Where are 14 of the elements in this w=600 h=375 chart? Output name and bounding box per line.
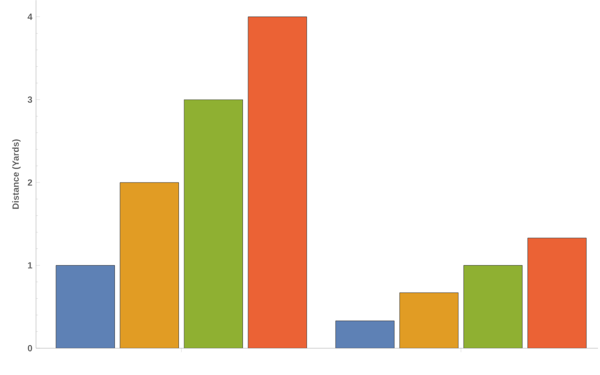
bar [335, 320, 395, 348]
y-tick-label: 0 [28, 344, 32, 352]
bar [527, 238, 587, 348]
bar [56, 264, 115, 348]
y-tick-label: 4 [28, 14, 32, 20]
bar [463, 264, 523, 348]
y-tick-label: 1 [28, 262, 32, 268]
bar [184, 99, 244, 348]
bar [399, 292, 459, 348]
y-tick-label: 3 [28, 96, 32, 103]
y-tick-label: 2 [28, 179, 32, 186]
bar [120, 182, 179, 348]
bar [248, 16, 308, 348]
y-axis-title: Distance (Yards) [12, 139, 21, 209]
